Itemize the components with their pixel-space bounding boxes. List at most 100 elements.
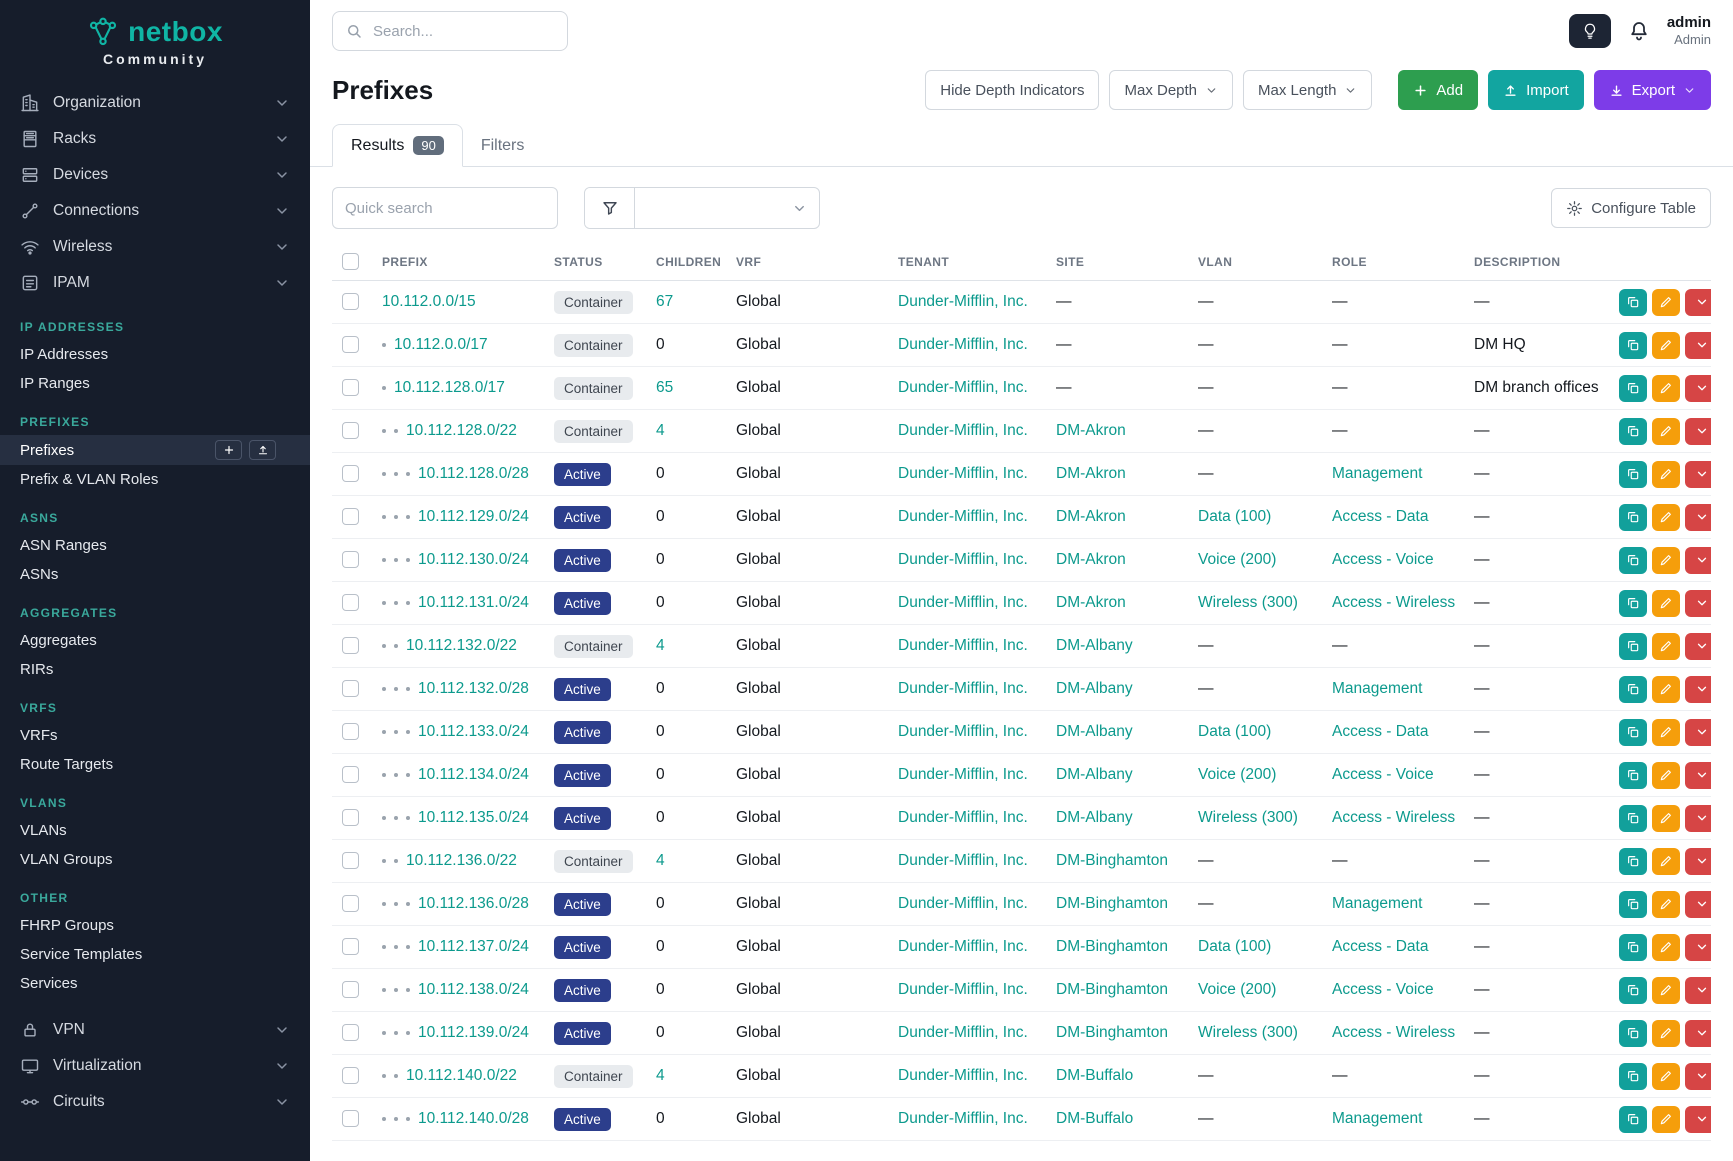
prefix-link[interactable]: 10.112.133.0/24 bbox=[418, 723, 529, 740]
role-link[interactable]: Management bbox=[1332, 895, 1422, 912]
edit-button[interactable] bbox=[1652, 977, 1680, 1004]
column-header-tenant[interactable]: Tenant bbox=[888, 243, 1046, 281]
sidebar-item-circuits[interactable]: Circuits bbox=[10, 1084, 300, 1120]
copy-button[interactable] bbox=[1619, 934, 1647, 961]
tenant-link[interactable]: Dunder-Mifflin, Inc. bbox=[898, 293, 1028, 310]
max-length-dropdown[interactable]: Max Length bbox=[1243, 70, 1372, 110]
edit-button[interactable] bbox=[1652, 418, 1680, 445]
sidebar-item-route-targets[interactable]: Route Targets bbox=[0, 750, 310, 779]
copy-button[interactable] bbox=[1619, 547, 1647, 574]
children-count-link[interactable]: 4 bbox=[656, 422, 665, 439]
vlan-link[interactable]: Wireless (300) bbox=[1198, 1024, 1298, 1041]
more-actions-button[interactable] bbox=[1685, 1020, 1711, 1047]
vlan-link[interactable]: Voice (200) bbox=[1198, 981, 1276, 998]
role-link[interactable]: Access - Wireless bbox=[1332, 594, 1455, 611]
more-actions-button[interactable] bbox=[1685, 289, 1711, 316]
more-actions-button[interactable] bbox=[1685, 977, 1711, 1004]
row-checkbox[interactable] bbox=[342, 465, 359, 482]
sidebar-item-virtualization[interactable]: Virtualization bbox=[10, 1048, 300, 1084]
quick-search-input[interactable] bbox=[332, 187, 558, 229]
prefix-link[interactable]: 10.112.128.0/17 bbox=[394, 379, 505, 396]
edit-button[interactable] bbox=[1652, 332, 1680, 359]
sidebar-item-vrfs[interactable]: VRFs bbox=[0, 721, 310, 750]
quick-add-button[interactable] bbox=[215, 440, 242, 460]
sidebar-item-rirs[interactable]: RIRs bbox=[0, 655, 310, 684]
tenant-link[interactable]: Dunder-Mifflin, Inc. bbox=[898, 594, 1028, 611]
vlan-link[interactable]: Voice (200) bbox=[1198, 766, 1276, 783]
import-button[interactable]: Import bbox=[1488, 70, 1584, 110]
more-actions-button[interactable] bbox=[1685, 1106, 1711, 1133]
bell-icon[interactable] bbox=[1627, 19, 1651, 43]
copy-button[interactable] bbox=[1619, 633, 1647, 660]
tenant-link[interactable]: Dunder-Mifflin, Inc. bbox=[898, 852, 1028, 869]
tenant-link[interactable]: Dunder-Mifflin, Inc. bbox=[898, 981, 1028, 998]
export-button[interactable]: Export bbox=[1594, 70, 1711, 110]
copy-button[interactable] bbox=[1619, 762, 1647, 789]
row-checkbox[interactable] bbox=[342, 1024, 359, 1041]
site-link[interactable]: DM-Binghamton bbox=[1056, 852, 1168, 869]
children-count-link[interactable]: 65 bbox=[656, 379, 673, 396]
children-count-link[interactable]: 4 bbox=[656, 637, 665, 654]
edit-button[interactable] bbox=[1652, 1063, 1680, 1090]
more-actions-button[interactable] bbox=[1685, 633, 1711, 660]
copy-button[interactable] bbox=[1619, 1106, 1647, 1133]
prefix-link[interactable]: 10.112.129.0/24 bbox=[418, 508, 529, 525]
site-link[interactable]: DM-Akron bbox=[1056, 422, 1126, 439]
max-depth-dropdown[interactable]: Max Depth bbox=[1109, 70, 1233, 110]
sidebar-item-ip-addresses[interactable]: IP Addresses bbox=[0, 340, 310, 369]
edit-button[interactable] bbox=[1652, 848, 1680, 875]
site-link[interactable]: DM-Albany bbox=[1056, 809, 1133, 826]
filter-field-select[interactable] bbox=[635, 188, 819, 228]
prefix-link[interactable]: 10.112.134.0/24 bbox=[418, 766, 529, 783]
sidebar-item-vlans[interactable]: VLANs bbox=[0, 816, 310, 845]
row-checkbox[interactable] bbox=[342, 981, 359, 998]
copy-button[interactable] bbox=[1619, 332, 1647, 359]
tab-results[interactable]: Results 90 bbox=[332, 124, 463, 167]
more-actions-button[interactable] bbox=[1685, 719, 1711, 746]
site-link[interactable]: DM-Albany bbox=[1056, 680, 1133, 697]
sidebar-item-organization[interactable]: Organization bbox=[10, 85, 300, 121]
add-button[interactable]: Add bbox=[1398, 70, 1478, 110]
more-actions-button[interactable] bbox=[1685, 891, 1711, 918]
row-checkbox[interactable] bbox=[342, 766, 359, 783]
edit-button[interactable] bbox=[1652, 461, 1680, 488]
copy-button[interactable] bbox=[1619, 289, 1647, 316]
vlan-link[interactable]: Voice (200) bbox=[1198, 551, 1276, 568]
more-actions-button[interactable] bbox=[1685, 848, 1711, 875]
column-header-site[interactable]: Site bbox=[1046, 243, 1188, 281]
tenant-link[interactable]: Dunder-Mifflin, Inc. bbox=[898, 637, 1028, 654]
tenant-link[interactable]: Dunder-Mifflin, Inc. bbox=[898, 379, 1028, 396]
copy-button[interactable] bbox=[1619, 891, 1647, 918]
vlan-link[interactable]: Data (100) bbox=[1198, 508, 1271, 525]
children-count-link[interactable]: 4 bbox=[656, 852, 665, 869]
copy-button[interactable] bbox=[1619, 590, 1647, 617]
children-count-link[interactable]: 4 bbox=[656, 1067, 665, 1084]
vlan-link[interactable]: Data (100) bbox=[1198, 938, 1271, 955]
edit-button[interactable] bbox=[1652, 934, 1680, 961]
more-actions-button[interactable] bbox=[1685, 461, 1711, 488]
row-checkbox[interactable] bbox=[342, 1110, 359, 1127]
edit-button[interactable] bbox=[1652, 676, 1680, 703]
row-checkbox[interactable] bbox=[342, 336, 359, 353]
sidebar-item-prefix-vlan-roles[interactable]: Prefix & VLAN Roles bbox=[0, 465, 310, 494]
edit-button[interactable] bbox=[1652, 547, 1680, 574]
tenant-link[interactable]: Dunder-Mifflin, Inc. bbox=[898, 508, 1028, 525]
prefix-link[interactable]: 10.112.140.0/28 bbox=[418, 1110, 529, 1127]
copy-button[interactable] bbox=[1619, 805, 1647, 832]
edit-button[interactable] bbox=[1652, 590, 1680, 617]
prefix-link[interactable]: 10.112.136.0/28 bbox=[418, 895, 529, 912]
role-link[interactable]: Management bbox=[1332, 680, 1422, 697]
children-count-link[interactable]: 67 bbox=[656, 293, 673, 310]
role-link[interactable]: Access - Wireless bbox=[1332, 809, 1455, 826]
role-link[interactable]: Access - Data bbox=[1332, 508, 1428, 525]
theme-toggle-button[interactable] bbox=[1569, 14, 1611, 48]
hide-depth-indicators-button[interactable]: Hide Depth Indicators bbox=[925, 70, 1099, 110]
edit-button[interactable] bbox=[1652, 762, 1680, 789]
role-link[interactable]: Management bbox=[1332, 465, 1422, 482]
column-header-description[interactable]: Description bbox=[1464, 243, 1604, 281]
edit-button[interactable] bbox=[1652, 805, 1680, 832]
copy-button[interactable] bbox=[1619, 676, 1647, 703]
row-checkbox[interactable] bbox=[342, 508, 359, 525]
prefix-link[interactable]: 10.112.132.0/22 bbox=[406, 637, 517, 654]
column-header-prefix[interactable]: Prefix bbox=[372, 243, 544, 281]
